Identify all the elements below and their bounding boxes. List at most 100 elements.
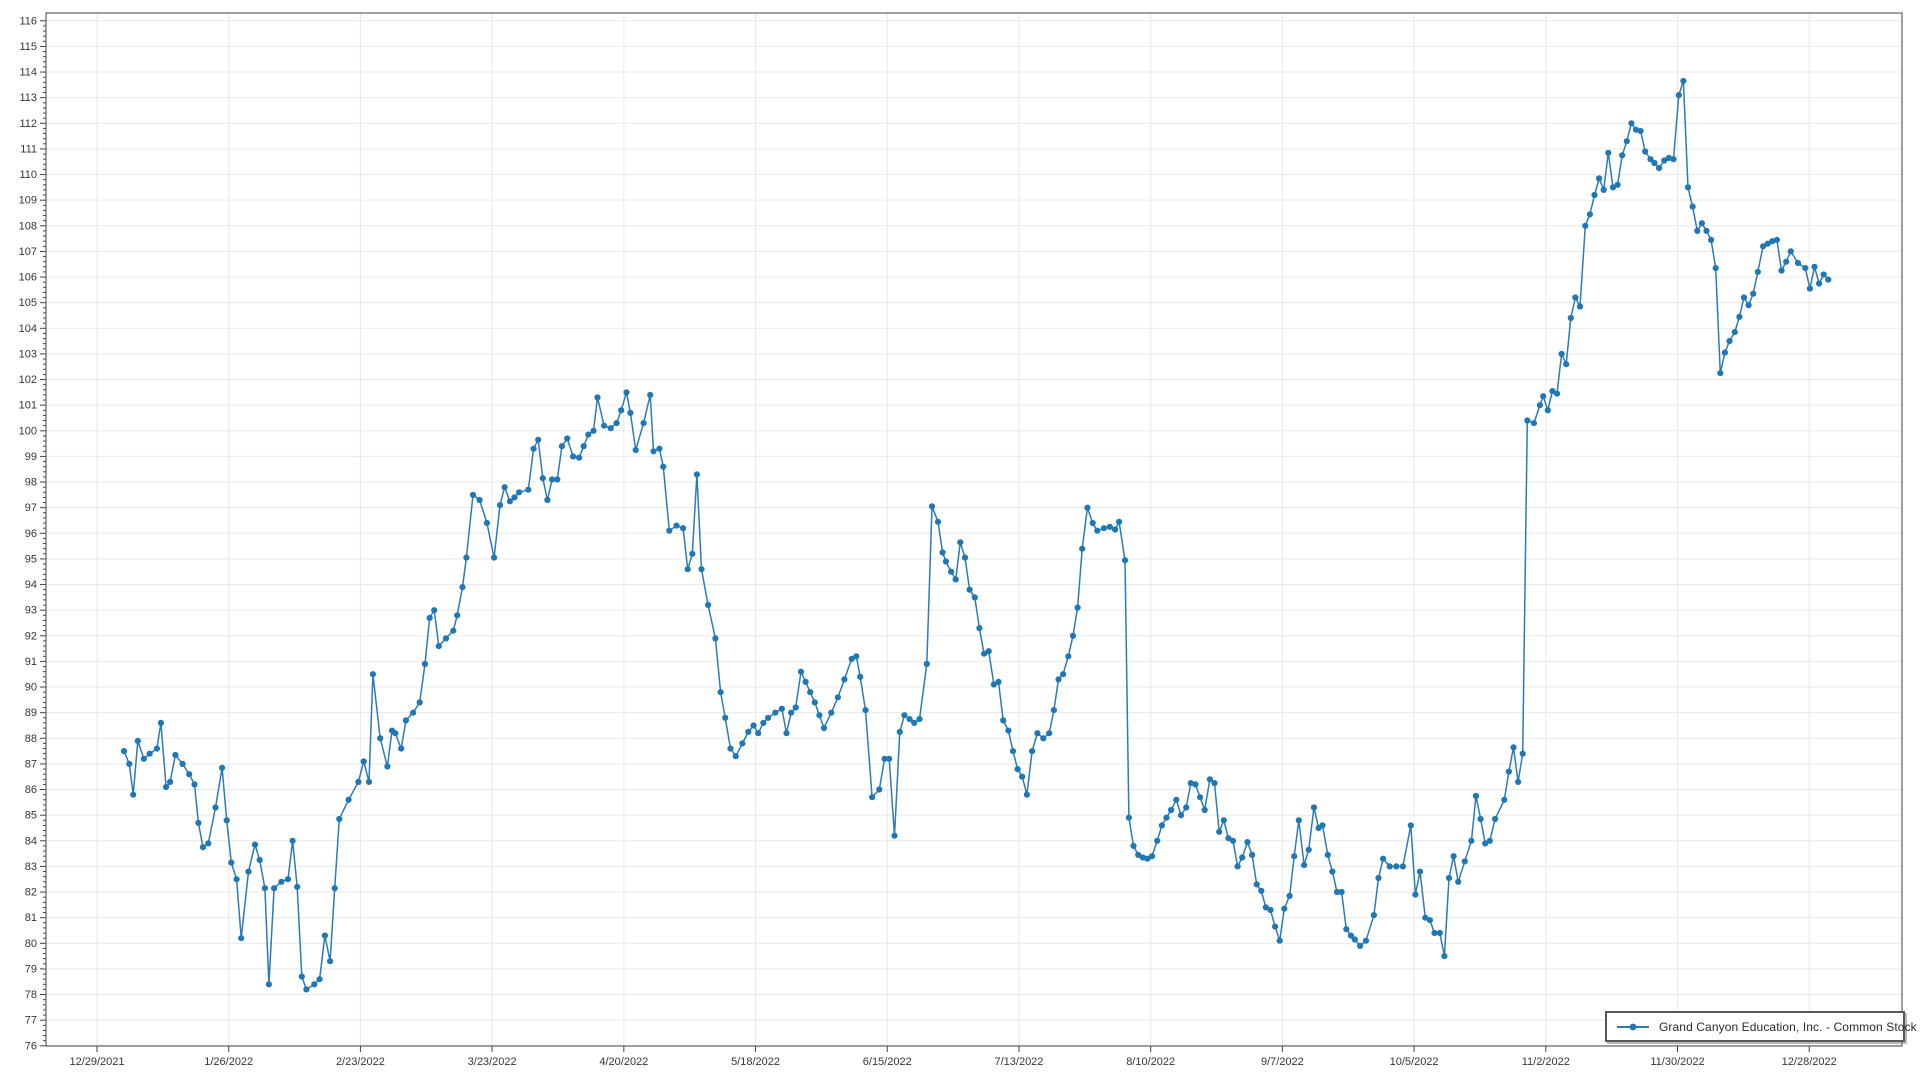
price-point bbox=[402, 717, 409, 724]
price-point bbox=[558, 443, 566, 450]
price-point bbox=[251, 841, 259, 848]
price-point bbox=[271, 885, 278, 892]
price-point bbox=[426, 614, 433, 622]
price-point bbox=[1524, 417, 1531, 424]
price-point bbox=[1206, 776, 1213, 783]
price-point bbox=[1192, 781, 1199, 788]
y-axis-tick-label: 88 bbox=[25, 733, 37, 745]
price-point bbox=[195, 819, 202, 827]
price-point bbox=[1276, 937, 1283, 944]
price-point bbox=[1362, 937, 1370, 944]
price-point bbox=[1455, 878, 1462, 885]
price-point bbox=[802, 678, 809, 686]
price-point bbox=[916, 716, 923, 723]
x-axis-tick-label: 5/18/2022 bbox=[731, 1056, 780, 1068]
price-point bbox=[1816, 280, 1823, 287]
price-point bbox=[172, 751, 179, 759]
price-point bbox=[1295, 817, 1302, 824]
price-point bbox=[1094, 527, 1101, 534]
price-point bbox=[1249, 851, 1256, 859]
y-axis-tick-label: 103 bbox=[19, 348, 37, 360]
price-point bbox=[1736, 313, 1743, 320]
price-point bbox=[265, 981, 272, 988]
price-point bbox=[331, 885, 338, 892]
price-point bbox=[1472, 792, 1480, 800]
price-point bbox=[1386, 863, 1393, 870]
price-point bbox=[727, 745, 734, 752]
price-point bbox=[463, 554, 470, 561]
price-point bbox=[1721, 349, 1728, 356]
price-point bbox=[966, 586, 973, 593]
x-axis-tick-label: 11/30/2022 bbox=[1650, 1056, 1704, 1068]
price-point bbox=[303, 986, 310, 993]
y-axis-tick-label: 111 bbox=[20, 143, 37, 155]
price-point bbox=[627, 409, 634, 416]
price-point bbox=[995, 678, 1002, 686]
price-point bbox=[564, 435, 571, 442]
price-point bbox=[421, 660, 429, 668]
price-point bbox=[1745, 302, 1752, 309]
price-point bbox=[585, 431, 592, 438]
y-axis-tick-label: 108 bbox=[19, 220, 37, 232]
x-axis-tick-label: 12/29/2021 bbox=[69, 1056, 124, 1068]
price-point bbox=[1806, 285, 1813, 292]
price-point bbox=[1726, 338, 1733, 345]
price-point bbox=[1536, 402, 1543, 409]
y-axis-tick-label: 89 bbox=[25, 707, 37, 719]
legend-series-label: Grand Canyon Education, Inc. - Common St… bbox=[1659, 1019, 1917, 1034]
y-axis-tick-label: 95 bbox=[25, 553, 37, 565]
price-point bbox=[167, 778, 174, 786]
y-axis-tick-label: 82 bbox=[25, 887, 37, 899]
price-point bbox=[435, 643, 442, 650]
price-point bbox=[1450, 853, 1457, 860]
price-point bbox=[1675, 92, 1682, 99]
price-point bbox=[1225, 835, 1232, 842]
price-point bbox=[398, 745, 405, 752]
price-point bbox=[1106, 523, 1113, 531]
price-point bbox=[640, 420, 647, 427]
price-point bbox=[797, 668, 805, 675]
y-axis-tick-label: 96 bbox=[25, 528, 37, 540]
x-axis-tick-label: 8/10/2022 bbox=[1126, 1056, 1175, 1068]
price-point bbox=[298, 973, 305, 980]
price-point bbox=[157, 719, 164, 727]
price-point bbox=[705, 601, 712, 609]
price-point bbox=[1201, 806, 1208, 814]
price-point bbox=[647, 391, 654, 398]
price-point bbox=[1158, 822, 1165, 829]
price-point bbox=[1750, 290, 1757, 297]
price-point bbox=[928, 503, 936, 510]
y-axis-tick-label: 86 bbox=[25, 784, 37, 796]
price-point bbox=[1567, 314, 1574, 322]
price-point bbox=[1661, 157, 1668, 164]
price-point bbox=[459, 584, 466, 591]
price-point bbox=[1811, 263, 1818, 270]
price-point bbox=[1272, 923, 1279, 930]
price-point bbox=[1708, 236, 1715, 243]
price-point bbox=[1515, 778, 1522, 786]
price-point bbox=[788, 709, 795, 716]
price-point bbox=[601, 422, 608, 429]
price-point bbox=[1050, 707, 1057, 714]
price-point bbox=[1760, 243, 1767, 250]
price-point bbox=[454, 612, 461, 619]
price-point bbox=[778, 705, 786, 712]
price-point bbox=[1642, 148, 1649, 155]
price-point bbox=[1029, 748, 1036, 755]
price-point bbox=[1324, 851, 1331, 859]
y-axis-tick-label: 97 bbox=[25, 502, 37, 514]
price-point bbox=[755, 730, 762, 737]
price-point bbox=[1477, 815, 1484, 823]
price-point bbox=[1055, 676, 1062, 683]
price-point bbox=[656, 445, 663, 452]
price-point bbox=[126, 760, 133, 768]
y-axis-tick-label: 79 bbox=[25, 963, 37, 975]
y-axis-tick-label: 78 bbox=[25, 989, 37, 1001]
price-point bbox=[1046, 730, 1053, 737]
price-point bbox=[1540, 393, 1547, 400]
price-point bbox=[1301, 862, 1308, 869]
price-point bbox=[369, 671, 376, 678]
price-point bbox=[857, 673, 864, 680]
price-point bbox=[590, 427, 597, 434]
